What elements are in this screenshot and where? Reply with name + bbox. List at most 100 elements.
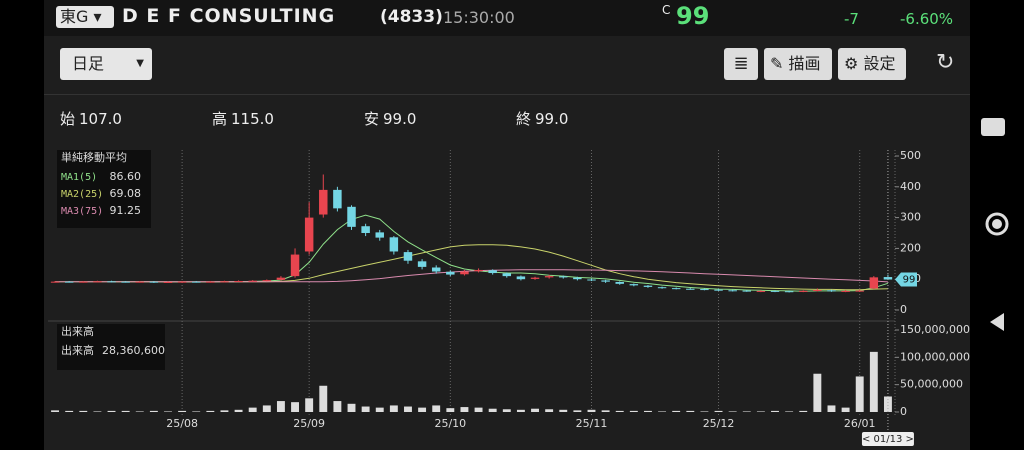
volume-bar xyxy=(460,407,469,412)
ohlc-item: 安 99.0 xyxy=(364,108,516,129)
volume-bar xyxy=(672,410,681,412)
ma-line xyxy=(111,214,889,292)
indicator-button[interactable]: ≣ xyxy=(724,48,758,80)
volume-bar xyxy=(192,411,201,412)
candle-body xyxy=(163,281,173,283)
volume-value: 28,360,600 xyxy=(102,344,165,357)
volume-bar xyxy=(644,410,652,412)
x-tick-label: 25/12 xyxy=(703,417,735,430)
ma-legend-name: MA3(75) xyxy=(61,206,103,217)
volume-bar xyxy=(883,396,892,412)
candle-body xyxy=(446,271,455,275)
candle-body xyxy=(234,281,243,283)
volume-bar xyxy=(686,410,695,412)
candle-body xyxy=(756,290,766,292)
candle-body xyxy=(431,267,441,272)
volume-bar xyxy=(432,405,441,412)
volume-bar xyxy=(446,408,455,412)
volume-bar xyxy=(742,411,751,412)
volume-bar xyxy=(305,398,314,412)
volume-bar xyxy=(799,410,808,412)
volume-bar xyxy=(531,408,539,412)
header xyxy=(44,0,970,36)
volume-bar xyxy=(855,376,864,412)
candle-body xyxy=(784,291,794,293)
refresh-button[interactable]: ↻ xyxy=(936,50,955,75)
ma-legend-value: 86.60 xyxy=(110,170,142,183)
cursor-label: < 01/13 > xyxy=(862,434,914,445)
price-tag-label: 99 xyxy=(903,275,916,286)
ma-line xyxy=(55,269,888,283)
volume-name: 出来高 xyxy=(61,343,94,357)
candle-body xyxy=(728,290,737,292)
x-tick-label: 25/11 xyxy=(576,417,608,430)
ma-legend-value: 69.08 xyxy=(110,187,142,200)
candle-body xyxy=(615,281,624,284)
candle-body xyxy=(516,276,526,280)
ohlc-label: 安 xyxy=(364,110,380,128)
nav-home[interactable] xyxy=(985,212,1009,236)
volume-bar xyxy=(785,411,794,412)
ohlc-value: 115.0 xyxy=(231,110,274,128)
volume-bar xyxy=(178,410,187,412)
ohlc-label: 始 xyxy=(60,110,76,128)
volume-bar xyxy=(869,351,878,412)
candle-body xyxy=(107,281,116,283)
volume-bar xyxy=(488,408,497,412)
volume-bar xyxy=(601,410,610,412)
volume-bar xyxy=(827,405,836,412)
period-select[interactable]: 日足 ▼ xyxy=(60,48,152,80)
nav-back[interactable] xyxy=(990,313,1004,331)
ma-legend-name: MA2(25) xyxy=(61,189,103,200)
exchange-select[interactable]: 東G ▾ xyxy=(56,6,114,28)
change-pct: -6.60% xyxy=(900,10,954,28)
volume-tick-label: 150,000,000 xyxy=(900,323,970,336)
ohlc-label: 高 xyxy=(212,110,228,128)
ohlc-value: 99.0 xyxy=(383,110,417,128)
candle-body xyxy=(177,281,187,283)
ma-line xyxy=(55,244,888,291)
volume-bar xyxy=(276,401,285,412)
volume-bar xyxy=(714,410,723,412)
candle-body xyxy=(304,217,314,252)
volume-bar xyxy=(587,409,596,412)
volume-bar xyxy=(234,409,243,412)
volume-bar xyxy=(79,410,88,412)
volume-bar xyxy=(545,409,554,412)
ohlc-value: 107.0 xyxy=(79,110,122,128)
volume-bar xyxy=(164,411,172,412)
x-tick-label: 26/01 xyxy=(844,417,876,430)
nav-square[interactable] xyxy=(981,118,1005,136)
ma-legend-value: 91.25 xyxy=(110,204,142,217)
candle-body xyxy=(79,281,88,283)
y-tick-label: 500 xyxy=(900,149,921,162)
candle-body xyxy=(333,189,342,209)
candle-body xyxy=(319,189,328,215)
volume-title: 出来高 xyxy=(61,324,94,338)
x-tick-label: 25/08 xyxy=(166,417,198,430)
volume-bar xyxy=(615,410,624,412)
candle-body xyxy=(700,289,709,291)
candle-body xyxy=(488,270,497,274)
candle-body xyxy=(799,290,808,292)
settings-button[interactable]: ⚙ 設定 xyxy=(838,48,906,80)
candle-body xyxy=(869,277,879,289)
draw-label: 描画 xyxy=(788,54,821,73)
ma-legend xyxy=(57,150,151,228)
draw-button[interactable]: ✎ 描画 xyxy=(764,48,832,80)
candle-body xyxy=(827,290,836,292)
ohlc-label: 終 xyxy=(516,110,532,128)
volume-bar xyxy=(248,407,257,412)
candle-body xyxy=(403,252,413,261)
candle-body xyxy=(220,281,229,283)
candle-body xyxy=(347,206,356,227)
candle-body xyxy=(629,284,639,286)
volume-bar xyxy=(206,410,215,412)
cursor-box xyxy=(861,432,914,446)
candle-body xyxy=(601,280,610,282)
candle-body xyxy=(714,289,723,291)
time: 15:30:00 xyxy=(443,8,515,27)
volume-bar xyxy=(65,410,74,412)
